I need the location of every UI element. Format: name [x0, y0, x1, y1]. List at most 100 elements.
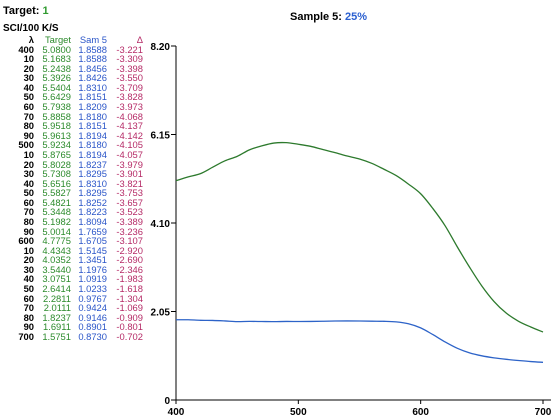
sample-label: Sample 5:: [290, 11, 342, 23]
cell-wavelength: 60: [23, 101, 34, 113]
cell-delta: -4.105: [116, 139, 143, 151]
table-row: 80 1.8237 0.9146 -0.909: [2, 313, 162, 323]
cell-target: 2.6414: [42, 283, 71, 295]
cell-target: 5.8858: [42, 110, 71, 122]
cell-wavelength: 40: [23, 273, 34, 285]
table-row: 400 5.0800 1.8588 -3.221: [2, 43, 162, 55]
cell-wavelength: 70: [23, 302, 34, 314]
cell-sample: 0.9767: [78, 292, 107, 304]
cell-delta: -1.983: [116, 273, 143, 285]
table-row: 40 5.5404 1.8310 -3.709: [2, 83, 162, 93]
data-table: λ Target Sam 5 Δ 400 5.0800 1.8588 -3.221 10…: [2, 35, 162, 342]
cell-wavelength: 600: [18, 235, 34, 247]
cell-wavelength: 30: [23, 263, 34, 275]
cell-target: 5.9613: [42, 129, 71, 141]
cell-target: 5.3926: [42, 72, 71, 84]
header-target: Target: [44, 34, 71, 45]
cell-delta: -3.753: [116, 187, 143, 199]
cell-wavelength: 20: [23, 158, 34, 170]
table-row: 90 1.6911 0.8901 -0.801: [2, 322, 162, 332]
cell-target: 5.9518: [42, 120, 71, 132]
cell-sample: 1.8588: [78, 53, 107, 65]
cell-target: 5.0800: [42, 43, 71, 55]
table-row: 50 5.5827 1.8295 -3.753: [2, 188, 162, 198]
table-row: 40 5.6516 1.8310 -3.821: [2, 179, 162, 189]
cell-sample: 1.8194: [78, 129, 107, 141]
cell-sample: 1.8295: [78, 168, 107, 180]
table-row: 10 5.8765 1.8194 -4.057: [2, 150, 162, 160]
units-label: SCI/100 K/S: [3, 23, 59, 34]
cell-wavelength: 500: [18, 139, 34, 151]
table-row: 700 1.5751 0.8730 -0.702: [2, 332, 162, 342]
cell-target: 5.1982: [42, 215, 71, 227]
cell-wavelength: 90: [23, 129, 34, 141]
y-tick-label: 2.05: [151, 308, 171, 319]
cell-sample: 0.9146: [78, 311, 107, 323]
cell-sample: 1.8151: [78, 120, 107, 132]
cell-delta: -1.618: [116, 283, 143, 295]
cell-delta: -4.068: [116, 110, 143, 122]
cell-wavelength: 700: [18, 330, 34, 342]
cell-wavelength: 30: [23, 72, 34, 84]
cell-delta: -3.550: [116, 72, 143, 84]
x-tick-label: 700: [535, 407, 552, 418]
cell-wavelength: 70: [23, 110, 34, 122]
cell-delta: -4.057: [116, 148, 143, 160]
cell-sample: 1.8209: [78, 101, 107, 113]
table-row: 40 3.0751 1.0919 -1.983: [2, 274, 162, 284]
cell-delta: -3.657: [116, 196, 143, 208]
cell-sample: 1.5145: [78, 244, 107, 256]
cell-delta: -3.107: [116, 235, 143, 247]
table-row: 20 5.8028 1.8237 -3.979: [2, 158, 162, 170]
header-wavelength: λ: [28, 34, 34, 45]
cell-delta: -3.398: [116, 62, 143, 74]
cell-wavelength: 20: [23, 62, 34, 74]
y-tick-label: 0: [164, 396, 170, 407]
header-delta: Δ: [136, 34, 143, 45]
cell-sample: 1.8180: [78, 139, 107, 151]
cell-target: 5.7938: [42, 101, 71, 113]
cell-sample: 1.0919: [78, 273, 107, 285]
target-label: Target:: [3, 5, 40, 17]
cell-delta: -3.901: [116, 168, 143, 180]
table-row: 500 5.9234 1.8180 -4.105: [2, 140, 162, 150]
cell-sample: 1.8094: [78, 215, 107, 227]
cell-sample: 1.8180: [78, 110, 107, 122]
sample-series-line: [175, 319, 544, 363]
cell-wavelength: 20: [23, 254, 34, 266]
cell-delta: -3.979: [116, 158, 143, 170]
cell-wavelength: 50: [23, 283, 34, 295]
cell-target: 5.7308: [42, 168, 71, 180]
cell-sample: 0.8730: [78, 330, 107, 342]
cell-wavelength: 80: [23, 311, 34, 323]
cell-target: 5.9234: [42, 139, 71, 151]
cell-wavelength: 400: [18, 43, 34, 55]
table-row: 70 5.8858 1.8180 -4.068: [2, 112, 162, 122]
cell-sample: 1.6705: [78, 235, 107, 247]
cell-target: 5.2438: [42, 62, 71, 74]
cell-wavelength: 30: [23, 168, 34, 180]
cell-wavelength: 80: [23, 215, 34, 227]
table-row: 600 4.7775 1.6705 -3.107: [2, 236, 162, 246]
cell-sample: 1.8426: [78, 72, 107, 84]
cell-wavelength: 50: [23, 187, 34, 199]
table-row: 60 2.2811 0.9767 -1.304: [2, 294, 162, 304]
sample-value: 25%: [345, 11, 368, 23]
cell-delta: -2.690: [116, 254, 143, 266]
target-series-line: [175, 141, 544, 333]
cell-sample: 0.8901: [78, 321, 107, 333]
cell-delta: -3.709: [116, 81, 143, 93]
cell-sample: 1.0233: [78, 283, 107, 295]
table-row: 60 5.4821 1.8252 -3.657: [2, 198, 162, 208]
cell-sample: 1.8151: [78, 91, 107, 103]
y-tick-label: 6.15: [151, 131, 171, 142]
cell-wavelength: 90: [23, 225, 34, 237]
cell-sample: 1.8223: [78, 206, 107, 218]
table-row: 50 2.6414 1.0233 -1.618: [2, 284, 162, 294]
cell-sample: 1.8237: [78, 158, 107, 170]
table-row: 90 5.9613 1.8194 -4.142: [2, 131, 162, 141]
cell-sample: 1.3451: [78, 254, 107, 266]
cell-wavelength: 80: [23, 120, 34, 132]
cell-delta: -3.523: [116, 206, 143, 218]
